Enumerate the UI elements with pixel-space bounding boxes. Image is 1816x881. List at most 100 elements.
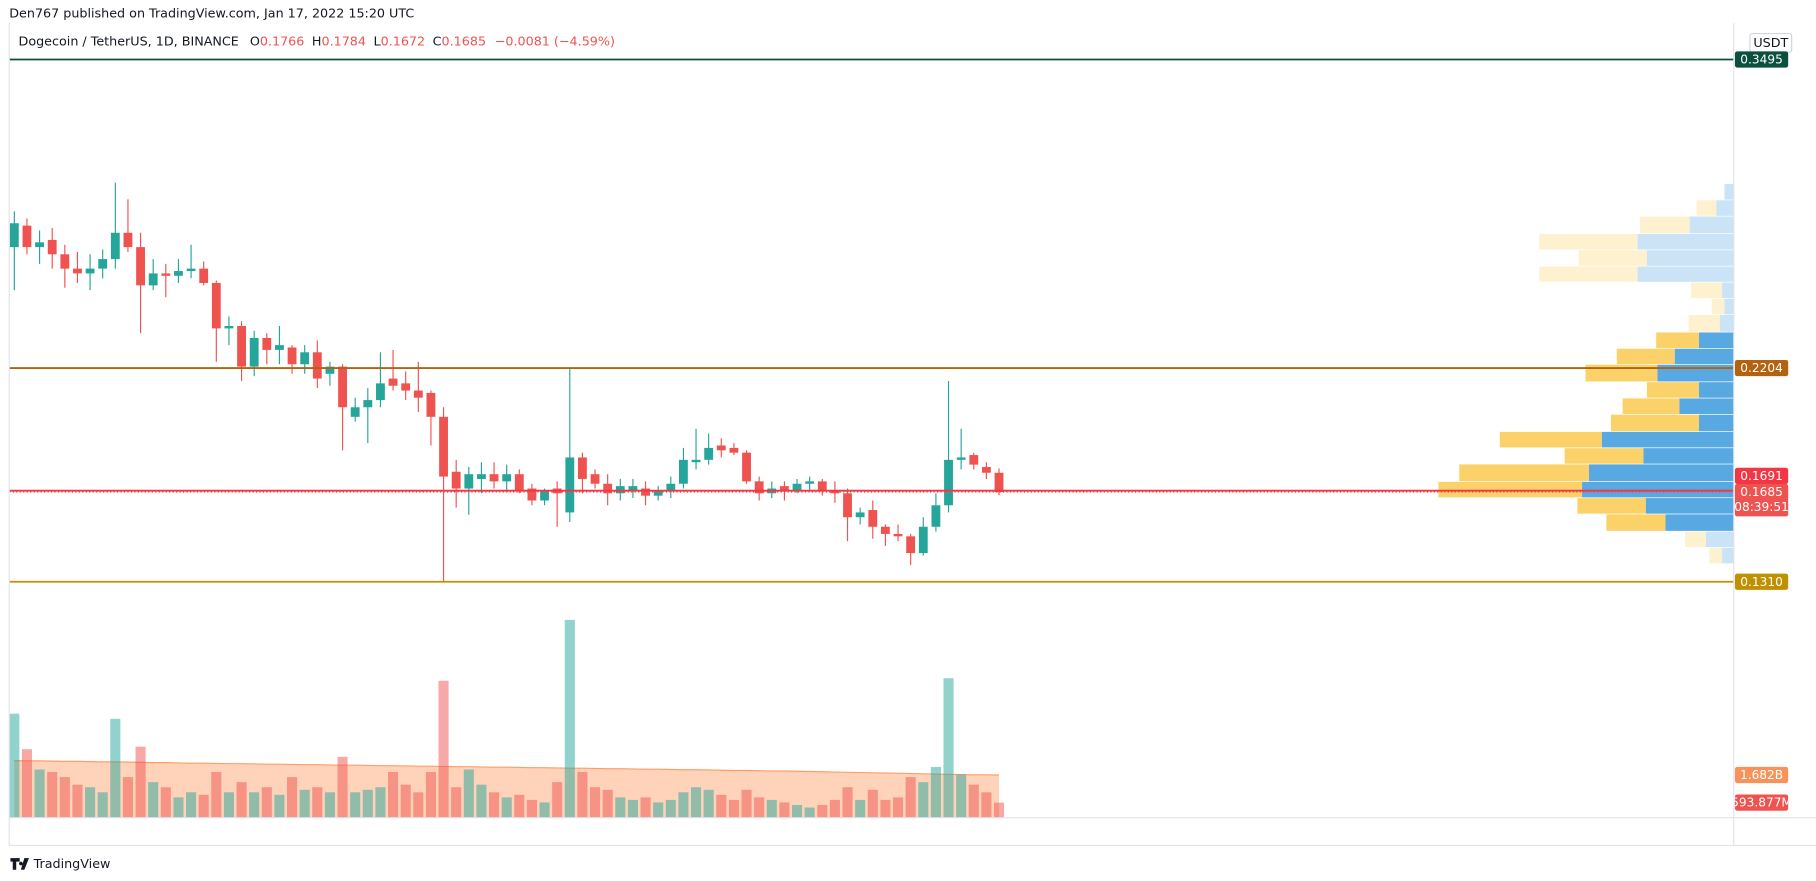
volume-bar: [615, 797, 626, 818]
legend: Dogecoin / TetherUS, 1D, BINANCE O0.1766…: [19, 34, 615, 49]
volume-bar: [135, 746, 146, 818]
candle-body: [855, 512, 865, 518]
volume-bar: [514, 794, 525, 818]
candle-body: [464, 474, 474, 489]
candle-body: [817, 481, 827, 491]
volume-bar: [905, 777, 916, 818]
volume-bar: [817, 804, 828, 818]
volume-bar: [438, 680, 449, 818]
price-tag: 0.2204: [1740, 361, 1783, 375]
candle-body: [489, 474, 499, 482]
candle-body: [426, 392, 436, 417]
volume-bar: [552, 782, 563, 818]
profile-up-bar: [1645, 498, 1734, 514]
profile-down-bar: [1539, 266, 1638, 282]
candle-body: [300, 352, 310, 365]
candle-body: [868, 510, 878, 527]
profile-down-bar: [1438, 481, 1583, 498]
candle-body: [843, 493, 852, 518]
candle-body: [666, 483, 676, 491]
candle-body: [502, 474, 512, 482]
candle-body: [35, 242, 44, 248]
candle-body: [830, 490, 840, 494]
volume-bar: [21, 749, 33, 818]
volume-bar: [350, 792, 361, 818]
candle-body: [98, 259, 108, 269]
volume-bar: [678, 792, 689, 818]
profile-down-bar: [1688, 315, 1720, 332]
ohlc-label: C: [433, 34, 442, 49]
volume-bar: [716, 794, 727, 818]
candle-body: [148, 273, 158, 286]
volume-bar: [451, 787, 462, 818]
candle-body: [981, 467, 991, 473]
profile-down-bar: [1690, 282, 1723, 299]
candle-body: [325, 366, 335, 374]
volume-bar: [489, 792, 500, 818]
volume-bar: [476, 784, 487, 818]
price-tag: 0.1310: [1740, 575, 1783, 589]
volume-bar: [665, 799, 676, 818]
volume-tag-bg: [1734, 794, 1789, 811]
volume-bar: [148, 782, 159, 818]
volume-bar: [97, 792, 108, 818]
candle-body: [275, 345, 284, 350]
volume-bar: [299, 789, 310, 818]
price-tag-bg: [1734, 573, 1789, 590]
last-price-tag: 0.1685: [1740, 485, 1783, 499]
profile-down-bar: [1646, 382, 1700, 398]
candle-body: [742, 452, 751, 482]
candle-body: [514, 474, 524, 491]
volume-bar: [577, 772, 588, 818]
volume-bar: [766, 799, 777, 818]
volume-bar: [829, 799, 840, 818]
volume-bar: [968, 784, 979, 818]
price-tag-bg: [1734, 51, 1789, 68]
profile-down-bar: [1685, 531, 1706, 548]
candle-body: [85, 268, 95, 274]
profile-down-bar: [1610, 414, 1700, 432]
profile-up-bar: [1724, 184, 1734, 200]
profile-down-bar: [1709, 547, 1723, 564]
candle-body: [439, 416, 448, 477]
volume-bar: [589, 787, 601, 818]
volume-bar: [779, 802, 790, 818]
volume-bar: [918, 782, 929, 818]
profile-down-bar: [1459, 464, 1589, 482]
profile-up-bar: [1722, 547, 1734, 564]
candle-body: [136, 247, 145, 286]
volume-bar: [627, 799, 638, 818]
profile-up-bar: [1646, 250, 1734, 266]
profile-up-bar: [1588, 464, 1734, 482]
candle-body: [22, 225, 32, 248]
profile-up-bar: [1637, 266, 1734, 282]
candle-body: [729, 447, 739, 453]
volume-ma-tag-bg: [1734, 766, 1789, 784]
candle-body: [350, 407, 360, 417]
profile-up-bar: [1665, 514, 1734, 531]
profile-up-bar: [1679, 398, 1734, 414]
volume-bar: [388, 772, 399, 818]
candle-body: [199, 268, 209, 283]
currency-label[interactable]: USDT: [1753, 36, 1788, 51]
volume-bar: [602, 789, 613, 818]
candle-body: [60, 254, 70, 269]
profile-down-bar: [1696, 200, 1717, 216]
volume-bar: [9, 713, 20, 818]
brand-logo: [10, 858, 29, 870]
volume-bar: [791, 804, 803, 818]
volume-bar: [362, 789, 373, 818]
profile-down-bar: [1578, 250, 1647, 266]
profile-up-bar: [1724, 298, 1734, 315]
volume-bar: [261, 787, 272, 818]
candle-body: [880, 526, 890, 534]
candle-body: [110, 232, 120, 260]
candle-body: [716, 445, 726, 451]
volume-bar: [653, 802, 664, 818]
candle-body: [388, 378, 398, 386]
volume-bar: [249, 792, 260, 818]
volume-bar: [287, 777, 298, 818]
profile-down-bar: [1577, 498, 1646, 514]
volume-bar: [85, 787, 96, 818]
candle-body: [123, 232, 133, 248]
